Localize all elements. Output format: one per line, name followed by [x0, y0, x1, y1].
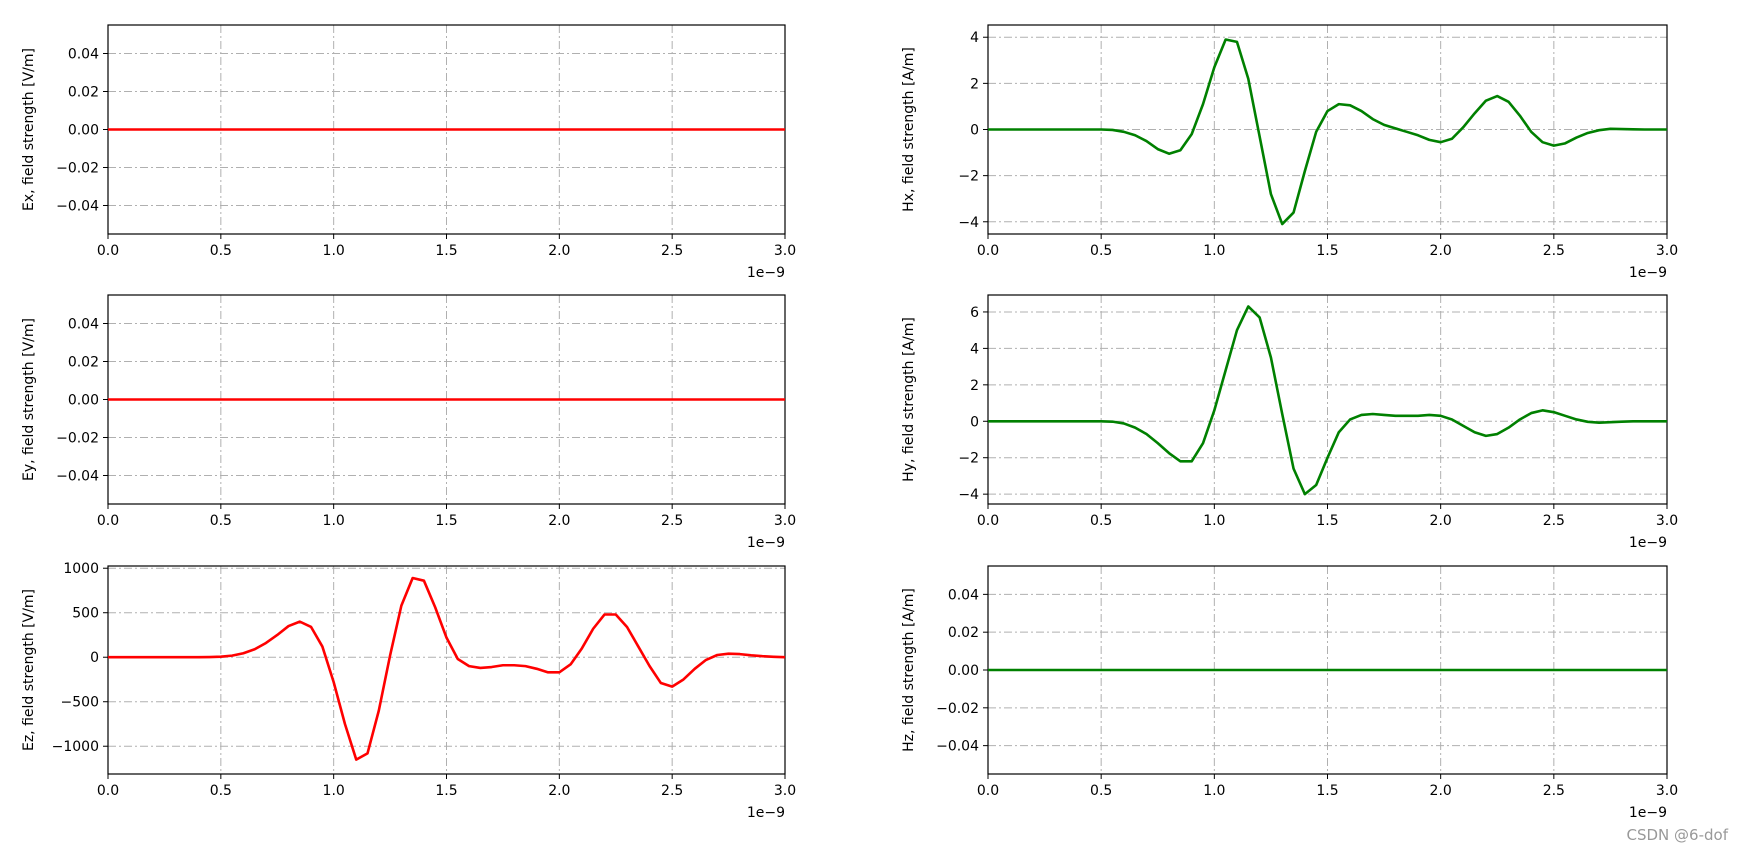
- x-tick-label: 2.5: [1543, 783, 1565, 799]
- y-tick-label: 1000: [63, 561, 99, 577]
- field-line: [108, 576, 786, 761]
- x-tick-label: 2.5: [661, 243, 683, 259]
- y-tick-label: −0.02: [56, 431, 99, 447]
- y-tick-label: −1000: [52, 739, 99, 755]
- x-offset-label: 1e−9: [747, 265, 785, 281]
- y-tick-label: 4: [970, 30, 979, 46]
- x-offset-label: 1e−9: [1629, 535, 1667, 551]
- x-tick-label: 2.0: [548, 783, 570, 799]
- subplot: 0.0 0.5 1.0 1.5 2.0 2.5 3.0 −4 −2 0 2 4 1e−9 Hx, fiel…: [901, 24, 1678, 281]
- y-tick-label: 0.04: [68, 317, 99, 333]
- x-tick-label: 1.0: [323, 513, 345, 529]
- axes-frame: [107, 565, 786, 775]
- x-tick-label: 3.0: [1656, 243, 1678, 259]
- y-tick-label: 0.00: [68, 123, 99, 139]
- y-tick-label: 2: [970, 76, 979, 92]
- watermark: CSDN @6-dof: [1627, 826, 1729, 844]
- subplot: 0.0 0.5 1.0 1.5 2.0 2.5 3.0 −0.04 −0.02 0.00 0.02 0…: [21, 24, 796, 281]
- x-tick-label: 2.0: [1430, 243, 1452, 259]
- x-tick-label: 1.0: [1203, 513, 1225, 529]
- y-tick-label: 2: [970, 378, 979, 394]
- x-tick-label: 3.0: [1656, 513, 1678, 529]
- y-tick-label: 0.02: [68, 355, 99, 371]
- y-axis-label: Hy, field strength [A/m]: [901, 317, 917, 482]
- x-tick-label: 1.0: [1203, 783, 1225, 799]
- x-tick-label: 0.0: [97, 513, 119, 529]
- x-tick-label: 1.5: [435, 783, 457, 799]
- x-offset-label: 1e−9: [1629, 265, 1667, 281]
- x-tick-label: 2.5: [661, 783, 683, 799]
- y-tick-label: 0.00: [68, 393, 99, 409]
- y-tick-label: 0: [970, 123, 979, 139]
- x-tick-label: 0.5: [210, 243, 232, 259]
- y-axis-label: Ez, field strength [V/m]: [21, 589, 37, 751]
- x-tick-label: 0.0: [977, 243, 999, 259]
- x-tick-label: 1.5: [435, 513, 457, 529]
- y-tick-label: −0.02: [56, 161, 99, 177]
- x-tick-label: 3.0: [774, 243, 796, 259]
- y-tick-label: −0.02: [936, 701, 979, 717]
- x-tick-label: 0.0: [97, 243, 119, 259]
- x-tick-label: 2.0: [1430, 783, 1452, 799]
- x-tick-label: 0.5: [1090, 243, 1112, 259]
- y-tick-label: 6: [970, 305, 979, 321]
- y-axis-label: Ey, field strength [V/m]: [21, 318, 37, 481]
- field-line: [988, 38, 1667, 226]
- y-tick-label: −0.04: [56, 469, 99, 485]
- x-offset-label: 1e−9: [747, 805, 785, 821]
- field-line: [988, 305, 1667, 496]
- x-tick-label: 0.0: [977, 783, 999, 799]
- x-tick-label: 2.0: [548, 243, 570, 259]
- y-axis-label: Hx, field strength [A/m]: [901, 47, 917, 212]
- x-offset-label: 1e−9: [747, 535, 785, 551]
- x-tick-label: 0.5: [1090, 513, 1112, 529]
- x-tick-label: 0.5: [210, 513, 232, 529]
- y-axis-label: Ex, field strength [V/m]: [21, 48, 37, 211]
- y-tick-label: −4: [958, 215, 979, 231]
- x-tick-label: 2.0: [1430, 513, 1452, 529]
- subplot: 0.0 0.5 1.0 1.5 2.0 2.5 3.0 −1000 −500 0 500 1000 1e…: [21, 561, 796, 821]
- y-tick-label: 0.04: [68, 47, 99, 63]
- subplot: 0.0 0.5 1.0 1.5 2.0 2.5 3.0 −0.04 −0.02 0.00 0.02 0…: [901, 565, 1678, 821]
- y-tick-label: −0.04: [936, 739, 979, 755]
- x-tick-label: 0.0: [97, 783, 119, 799]
- y-tick-label: −2: [958, 451, 979, 467]
- x-tick-label: 1.0: [323, 783, 345, 799]
- x-offset-label: 1e−9: [1629, 805, 1667, 821]
- y-tick-label: −2: [958, 169, 979, 185]
- x-tick-label: 3.0: [774, 513, 796, 529]
- x-tick-label: 1.5: [1316, 783, 1338, 799]
- x-tick-label: 2.5: [661, 513, 683, 529]
- y-tick-label: 0.04: [948, 587, 979, 603]
- subplot: 0.0 0.5 1.0 1.5 2.0 2.5 3.0 −4 −2 0 2 4 6 1e−9 Hy, fie…: [901, 294, 1678, 551]
- x-tick-label: 1.5: [1316, 243, 1338, 259]
- y-tick-label: 0.02: [68, 85, 99, 101]
- x-tick-label: 1.0: [323, 243, 345, 259]
- x-tick-label: 2.0: [548, 513, 570, 529]
- x-tick-label: 3.0: [1656, 783, 1678, 799]
- y-tick-label: 0: [970, 414, 979, 430]
- x-tick-label: 2.5: [1543, 243, 1565, 259]
- y-tick-label: 4: [970, 341, 979, 357]
- x-tick-label: 0.5: [1090, 783, 1112, 799]
- axes-frame: [987, 294, 1668, 505]
- subplot: 0.0 0.5 1.0 1.5 2.0 2.5 3.0 −0.04 −0.02 0.00 0.02 0…: [21, 294, 796, 551]
- y-tick-label: −0.04: [56, 199, 99, 215]
- y-tick-label: −500: [61, 695, 99, 711]
- x-tick-label: 0.5: [210, 783, 232, 799]
- x-tick-label: 1.5: [435, 243, 457, 259]
- y-tick-label: −4: [958, 487, 979, 503]
- x-tick-label: 0.0: [977, 513, 999, 529]
- y-tick-label: 0.02: [948, 625, 979, 641]
- y-tick-label: 500: [72, 606, 99, 622]
- y-axis-label: Hz, field strength [A/m]: [901, 588, 917, 752]
- x-tick-label: 2.5: [1543, 513, 1565, 529]
- x-tick-label: 1.5: [1316, 513, 1338, 529]
- y-tick-label: 0: [90, 650, 99, 666]
- x-tick-label: 3.0: [774, 783, 796, 799]
- x-tick-label: 1.0: [1203, 243, 1225, 259]
- y-tick-label: 0.00: [948, 663, 979, 679]
